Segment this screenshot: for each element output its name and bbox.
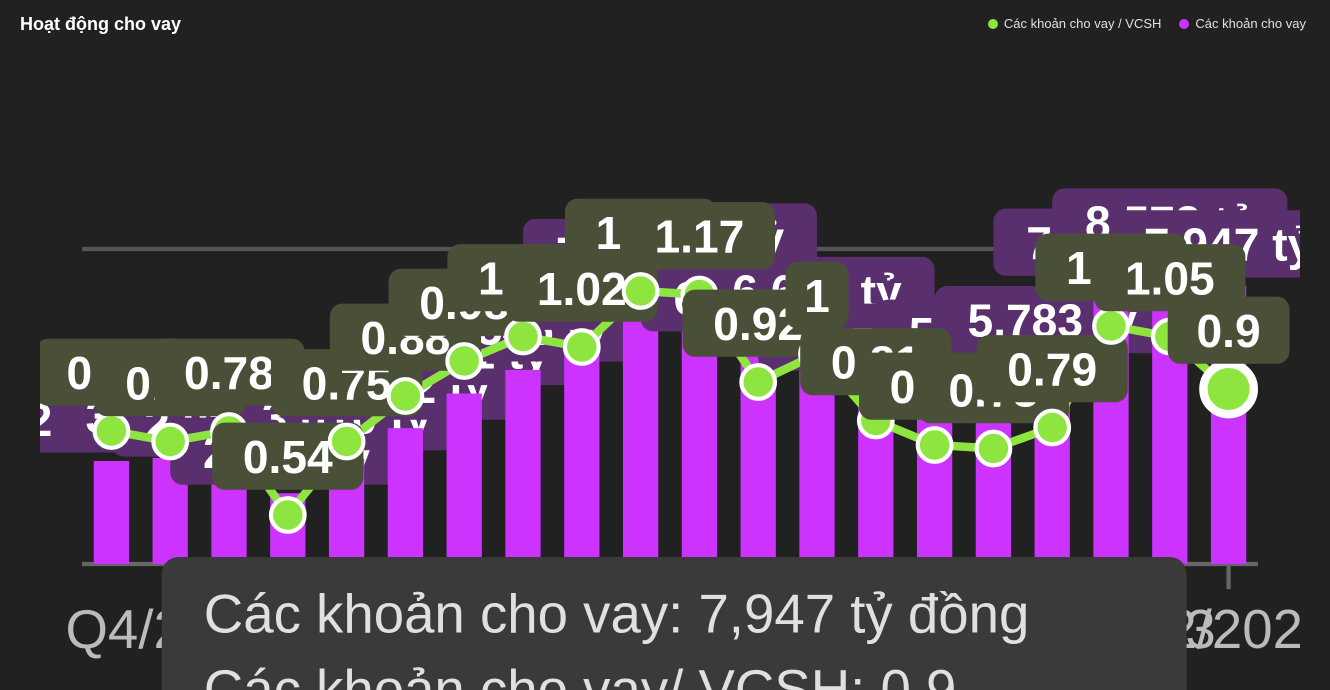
line-marker[interactable] bbox=[624, 274, 658, 308]
line-marker[interactable] bbox=[565, 330, 599, 364]
bar[interactable] bbox=[564, 338, 599, 564]
bar[interactable] bbox=[447, 394, 482, 564]
tooltip-line1: Các khoản cho vay: 7,947 tỷ đồng bbox=[204, 584, 1030, 645]
svg-text:1.17: 1.17 bbox=[654, 211, 744, 263]
bar[interactable] bbox=[505, 370, 540, 564]
bar[interactable] bbox=[388, 428, 423, 564]
line-marker[interactable] bbox=[977, 432, 1011, 466]
legend-label-line: Các khoản cho vay / VCSH bbox=[1004, 16, 1162, 31]
line-marker[interactable] bbox=[1035, 411, 1069, 445]
bar[interactable] bbox=[623, 294, 658, 564]
line-marker[interactable] bbox=[95, 414, 129, 448]
chart-title: Hoạt động cho vay bbox=[20, 14, 181, 35]
line-marker[interactable] bbox=[330, 425, 364, 459]
line-marker[interactable] bbox=[153, 425, 187, 459]
line-marker[interactable] bbox=[1094, 309, 1128, 343]
legend-label-bar: Các khoản cho vay bbox=[1195, 16, 1306, 31]
chart-container: Hoạt động cho vay Các khoản cho vay / VC… bbox=[0, 0, 1330, 521]
tooltip-line2: Các khoản cho vay/ VCSH: 0.9 bbox=[204, 659, 957, 690]
svg-text:0.78: 0.78 bbox=[184, 347, 274, 399]
line-marker[interactable] bbox=[506, 320, 540, 354]
legend-dot-bar bbox=[1179, 19, 1189, 29]
svg-text:1.02: 1.02 bbox=[537, 263, 627, 315]
legend-item-line[interactable]: Các khoản cho vay / VCSH bbox=[988, 16, 1162, 31]
bar[interactable] bbox=[94, 461, 129, 564]
line-marker[interactable] bbox=[918, 428, 952, 462]
chart-legend: Các khoản cho vay / VCSH Các khoản cho v… bbox=[988, 16, 1306, 31]
line-marker[interactable] bbox=[741, 365, 775, 399]
svg-text:0.79: 0.79 bbox=[1007, 344, 1097, 396]
legend-dot-line bbox=[988, 19, 998, 29]
svg-text:0.9: 0.9 bbox=[1196, 305, 1260, 357]
line-marker[interactable] bbox=[1203, 364, 1253, 414]
line-marker[interactable] bbox=[447, 344, 481, 378]
line-marker[interactable] bbox=[389, 379, 423, 413]
legend-item-bar[interactable]: Các khoản cho vay bbox=[1179, 16, 1306, 31]
svg-text:1: 1 bbox=[804, 270, 830, 322]
svg-text:0.54: 0.54 bbox=[243, 431, 333, 483]
line-marker[interactable] bbox=[271, 498, 305, 532]
chart-plot[interactable]: 2,944 tỷ3,032 tỷQ4/20192,828 tỷ2,023 tỷQ… bbox=[40, 60, 1300, 690]
